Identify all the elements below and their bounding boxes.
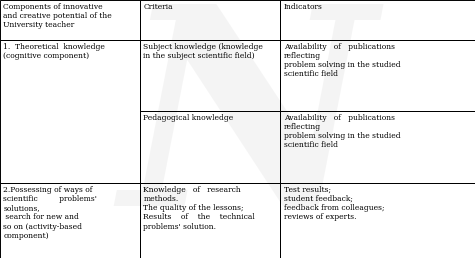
Text: Test results;
student feedback;
feedback from colleagues;
reviews of experts.: Test results; student feedback; feedback…: [284, 186, 384, 221]
Text: Knowledge   of   research
methods.
The quality of the lessons;
Results    of    : Knowledge of research methods. The quali…: [143, 186, 255, 231]
Bar: [140, 40, 280, 111]
Text: 2.Possessing of ways of
scientific         problems'
solutions,
 search for new : 2.Possessing of ways of scientific probl…: [3, 186, 97, 240]
Bar: [280, 40, 475, 111]
Text: Availability   of   publications
reflecting
problem solving in the studied
scien: Availability of publications reflecting …: [284, 43, 400, 78]
Bar: [280, 183, 475, 258]
Text: Availability   of   publications
reflecting
problem solving in the studied
scien: Availability of publications reflecting …: [284, 114, 400, 149]
Text: 1.  Theoretical  knowledge
(cognitive component): 1. Theoretical knowledge (cognitive comp…: [3, 43, 105, 60]
Bar: [280, 0, 475, 40]
Text: Indicators: Indicators: [284, 3, 323, 11]
Text: Pedagogical knowledge: Pedagogical knowledge: [143, 114, 234, 122]
Bar: [140, 0, 280, 40]
Bar: [280, 111, 475, 183]
Bar: [0, 183, 140, 258]
Bar: [140, 111, 280, 183]
Bar: [0, 0, 140, 40]
Text: Criteria: Criteria: [143, 3, 173, 11]
Text: Subject knowledge (knowledge
in the subject scientific field): Subject knowledge (knowledge in the subj…: [143, 43, 263, 60]
Text: Components of innovative
and creative potential of the
University teacher: Components of innovative and creative po…: [3, 3, 112, 29]
Bar: [0, 40, 140, 183]
Bar: [140, 183, 280, 258]
Text: N: N: [120, 0, 374, 258]
